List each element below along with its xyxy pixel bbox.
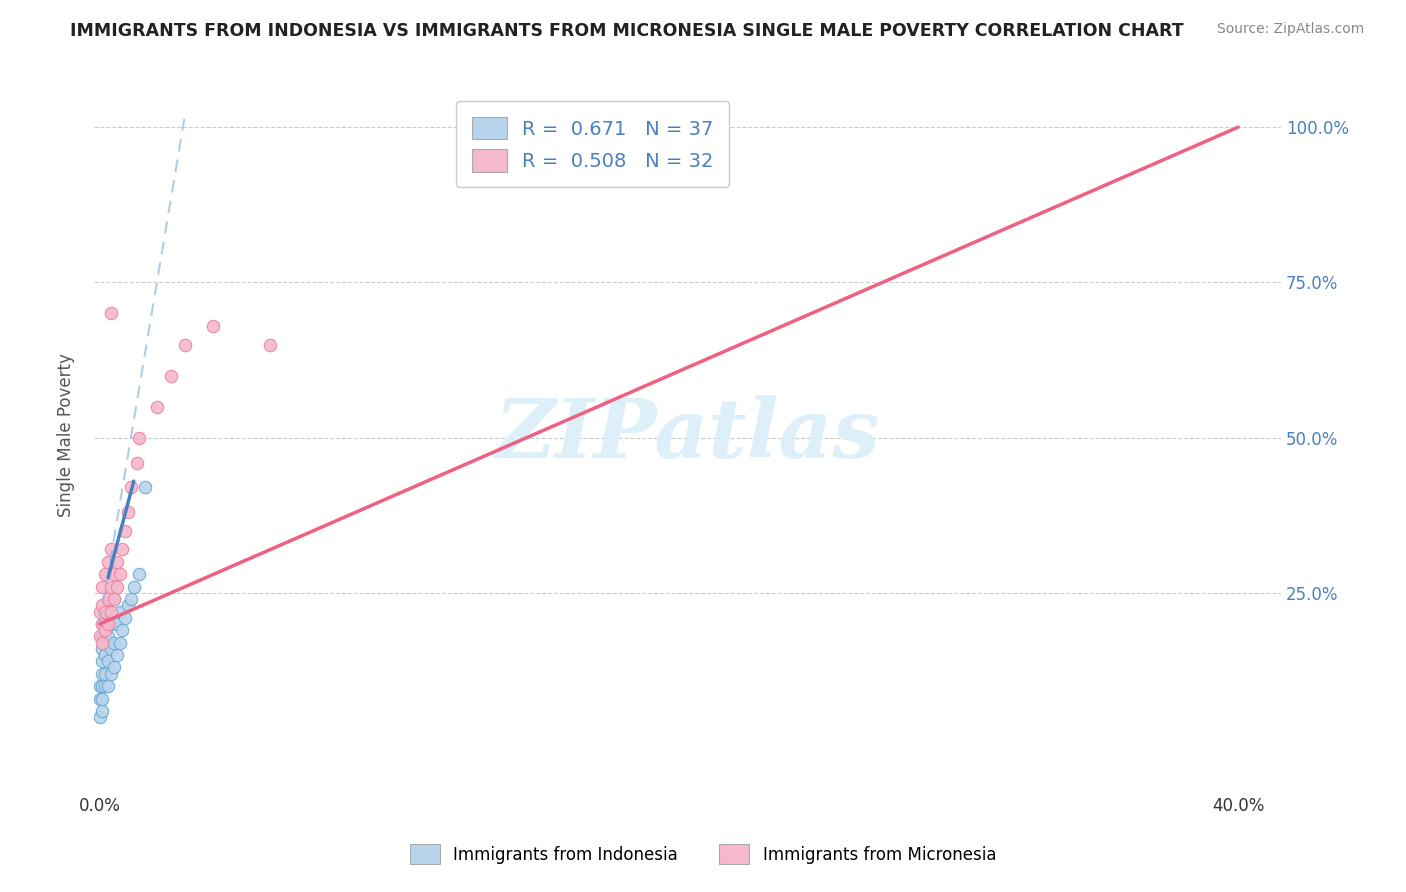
Point <box>94 666 117 681</box>
Point <box>91 580 114 594</box>
Point <box>100 605 122 619</box>
Point <box>89 629 111 643</box>
Point <box>111 542 134 557</box>
Point <box>89 710 111 724</box>
Point <box>108 567 131 582</box>
Point <box>100 306 122 320</box>
Point <box>94 624 117 638</box>
Point <box>100 617 122 632</box>
Point <box>89 679 111 693</box>
Point <box>108 605 131 619</box>
Point <box>103 635 125 649</box>
Point <box>120 592 142 607</box>
Point <box>94 605 117 619</box>
Point <box>202 318 225 333</box>
Point <box>111 624 134 638</box>
Point <box>91 704 114 718</box>
Point <box>117 505 139 519</box>
Point <box>259 337 281 351</box>
Point <box>122 580 145 594</box>
Point <box>134 480 156 494</box>
Point <box>97 555 120 569</box>
Point <box>117 599 139 613</box>
Point <box>105 648 128 662</box>
Point <box>145 400 167 414</box>
Point <box>100 542 122 557</box>
Point <box>105 580 128 594</box>
Point <box>94 567 117 582</box>
Point <box>91 654 114 668</box>
Point <box>94 679 117 693</box>
Point <box>91 599 114 613</box>
Point <box>94 648 117 662</box>
Text: Source: ZipAtlas.com: Source: ZipAtlas.com <box>1216 22 1364 37</box>
Point <box>103 567 125 582</box>
Text: ZIPatlas: ZIPatlas <box>495 394 880 475</box>
Point <box>94 605 117 619</box>
Point <box>94 629 117 643</box>
Point <box>103 592 125 607</box>
Point <box>97 654 120 668</box>
Point <box>97 605 120 619</box>
Point <box>100 641 122 656</box>
Point <box>91 666 114 681</box>
Point <box>105 555 128 569</box>
Point <box>174 337 197 351</box>
Point <box>97 679 120 693</box>
Point <box>91 617 114 632</box>
Text: IMMIGRANTS FROM INDONESIA VS IMMIGRANTS FROM MICRONESIA SINGLE MALE POVERTY CORR: IMMIGRANTS FROM INDONESIA VS IMMIGRANTS … <box>70 22 1184 40</box>
Point <box>89 605 111 619</box>
Point <box>108 635 131 649</box>
Point <box>91 629 114 643</box>
Point <box>128 431 150 445</box>
Point <box>100 580 122 594</box>
Point <box>159 368 181 383</box>
Point <box>91 641 114 656</box>
Point <box>91 691 114 706</box>
Point <box>100 666 122 681</box>
Point <box>91 635 114 649</box>
Point <box>114 524 136 538</box>
Legend: R =  0.671   N = 37, R =  0.508   N = 32: R = 0.671 N = 37, R = 0.508 N = 32 <box>456 102 728 187</box>
Point <box>97 592 120 607</box>
Legend: Immigrants from Indonesia, Immigrants from Micronesia: Immigrants from Indonesia, Immigrants fr… <box>404 838 1002 871</box>
Point <box>103 592 125 607</box>
Point <box>91 679 114 693</box>
Y-axis label: Single Male Poverty: Single Male Poverty <box>58 352 75 516</box>
Point <box>125 456 148 470</box>
Point <box>120 480 142 494</box>
Point <box>97 629 120 643</box>
Point <box>103 660 125 674</box>
Point <box>97 617 120 632</box>
Point <box>91 617 114 632</box>
Point <box>128 567 150 582</box>
Point <box>105 617 128 632</box>
Point <box>114 611 136 625</box>
Point <box>89 691 111 706</box>
